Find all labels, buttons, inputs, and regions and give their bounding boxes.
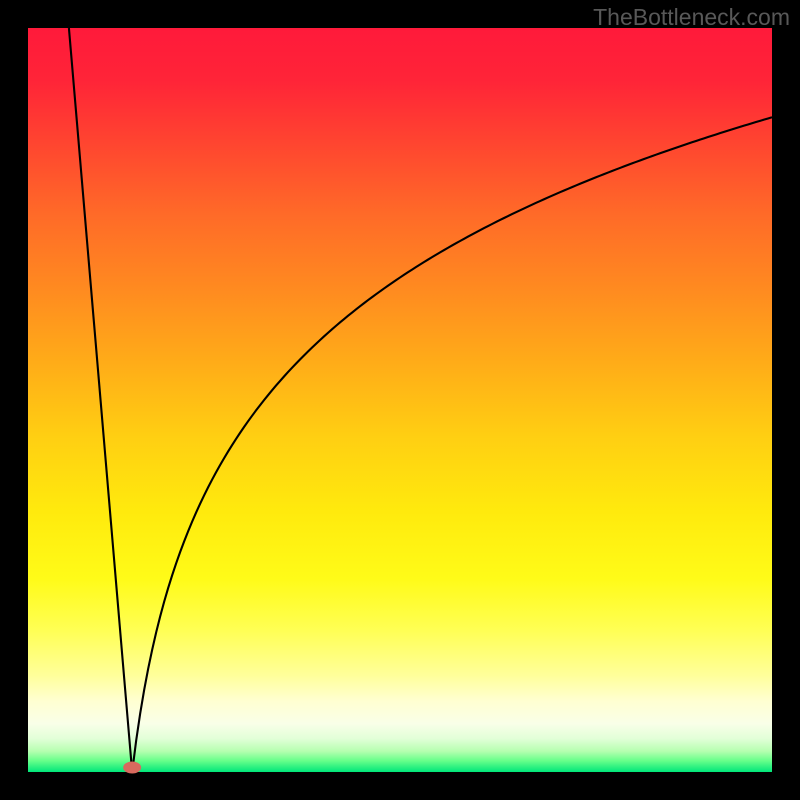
chart-container: { "watermark": { "text": "TheBottleneck.…	[0, 0, 800, 800]
watermark-text: TheBottleneck.com	[593, 4, 790, 31]
bottleneck-curve-chart	[0, 0, 800, 800]
chart-plot-area	[28, 28, 772, 772]
optimal-point-marker	[123, 762, 141, 774]
